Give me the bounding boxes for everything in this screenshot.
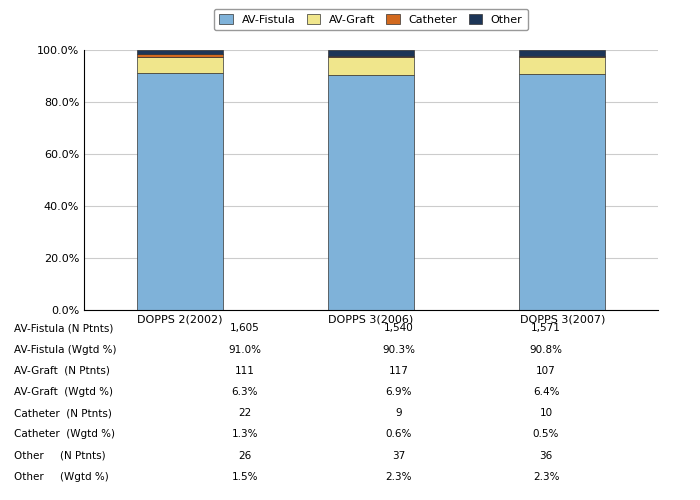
Text: Other     (N Ptnts): Other (N Ptnts) <box>14 450 106 460</box>
Text: AV-Graft  (N Ptnts): AV-Graft (N Ptnts) <box>14 366 110 376</box>
Text: 10: 10 <box>540 408 552 418</box>
Text: 117: 117 <box>389 366 409 376</box>
Bar <box>519 56 606 58</box>
Text: 6.4%: 6.4% <box>533 387 559 397</box>
Text: 90.8%: 90.8% <box>529 344 563 354</box>
Legend: AV-Fistula, AV-Graft, Catheter, Other: AV-Fistula, AV-Graft, Catheter, Other <box>214 9 528 30</box>
Text: 0.5%: 0.5% <box>533 430 559 440</box>
Text: 2.3%: 2.3% <box>533 472 559 482</box>
Text: 6.3%: 6.3% <box>232 387 258 397</box>
Text: 90.3%: 90.3% <box>382 344 416 354</box>
Text: AV-Fistula (N Ptnts): AV-Fistula (N Ptnts) <box>14 324 113 334</box>
Text: 26: 26 <box>239 450 251 460</box>
Bar <box>328 75 414 310</box>
Text: Catheter  (N Ptnts): Catheter (N Ptnts) <box>14 408 112 418</box>
Text: 107: 107 <box>536 366 556 376</box>
Bar <box>328 56 414 58</box>
Text: 1,540: 1,540 <box>384 324 414 334</box>
Text: 111: 111 <box>235 366 255 376</box>
Text: 36: 36 <box>540 450 552 460</box>
Bar <box>136 57 223 74</box>
Text: 2.3%: 2.3% <box>386 472 412 482</box>
Text: 1.5%: 1.5% <box>232 472 258 482</box>
Bar <box>328 58 414 75</box>
Text: 6.9%: 6.9% <box>386 387 412 397</box>
Text: 22: 22 <box>239 408 251 418</box>
Text: 9: 9 <box>395 408 402 418</box>
Bar <box>136 54 223 57</box>
Bar <box>136 74 223 310</box>
Text: Catheter  (Wgtd %): Catheter (Wgtd %) <box>14 430 115 440</box>
Text: 0.6%: 0.6% <box>386 430 412 440</box>
Text: AV-Graft  (Wgtd %): AV-Graft (Wgtd %) <box>14 387 113 397</box>
Text: 91.0%: 91.0% <box>228 344 262 354</box>
Text: Other     (Wgtd %): Other (Wgtd %) <box>14 472 108 482</box>
Text: 1.3%: 1.3% <box>232 430 258 440</box>
Bar <box>328 50 414 56</box>
Text: AV-Fistula (Wgtd %): AV-Fistula (Wgtd %) <box>14 344 116 354</box>
Bar <box>519 50 606 56</box>
Bar <box>519 58 606 74</box>
Bar <box>136 50 223 54</box>
Text: 37: 37 <box>393 450 405 460</box>
Bar <box>519 74 606 310</box>
Text: 1,571: 1,571 <box>531 324 561 334</box>
Text: 1,605: 1,605 <box>230 324 260 334</box>
